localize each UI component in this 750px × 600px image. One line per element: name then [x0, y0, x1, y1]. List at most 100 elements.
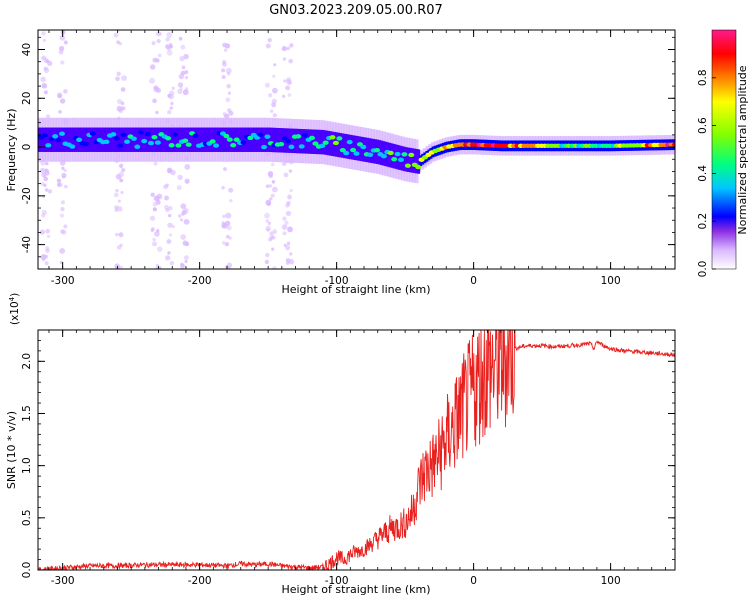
spectrogram-noise-dot — [63, 89, 68, 94]
spectrogram-band — [339, 133, 343, 158]
spectrogram-noise-dot — [166, 32, 173, 38]
spectrogram-noise-dot — [225, 97, 231, 103]
spectrogram-peak — [319, 143, 326, 149]
spectrogram-noise-dot — [264, 82, 270, 88]
spectrogram-band — [246, 127, 250, 152]
spectrogram-peak — [58, 131, 65, 136]
spectrogram-band — [121, 127, 125, 152]
spectrogram-x-tick-label: -200 — [188, 275, 212, 287]
spectrogram-band — [129, 127, 133, 152]
spectrogram-band — [152, 127, 156, 152]
spectrogram-band — [127, 127, 131, 152]
spectrogram-noise-dot — [287, 194, 292, 200]
spectrogram-noise-dot — [184, 87, 189, 91]
spectrogram-noise-dot — [41, 209, 47, 216]
spectrogram-noise-dot — [41, 31, 46, 36]
spectrogram-peak — [415, 164, 422, 170]
spectrogram-band — [137, 127, 141, 152]
spectrogram-band — [320, 129, 324, 155]
spectrogram-noise-dot — [117, 206, 123, 212]
spectrogram-noise-dot — [150, 192, 155, 197]
spectrogram-noise-dot — [265, 43, 271, 49]
spectrogram-x-ticks: -300 -200 -100 0 100 — [48, 30, 666, 287]
spectrogram-peak — [346, 139, 353, 145]
spectrogram-noise-dot — [121, 167, 126, 173]
spectrogram-peak — [394, 151, 401, 157]
spectrogram-noise-dot — [227, 91, 232, 95]
spectrogram-x-label: Height of straight line (km) — [281, 283, 430, 296]
spectrogram-band — [413, 148, 417, 174]
spectrogram-band — [162, 127, 166, 152]
snr-x-ticks: -300 -200 -100 0 100 — [48, 330, 666, 587]
spectrogram-noise-dot — [272, 266, 277, 269]
spectrogram-noise-dot — [225, 234, 230, 239]
spectrogram-band — [53, 127, 57, 152]
spectrogram-band — [394, 144, 398, 169]
spectrogram-band — [269, 127, 273, 153]
spectrogram-noise-dot — [283, 243, 287, 247]
spectrogram-noise-dot — [221, 74, 226, 80]
spectrogram-band — [217, 127, 221, 152]
spectrogram-noise-dot — [183, 255, 189, 261]
spectrogram-noise-dot — [45, 59, 50, 64]
spectrogram-noise-dot — [269, 197, 273, 201]
spectrogram-noise-dot — [60, 206, 65, 212]
spectrogram-noise-dot — [272, 113, 278, 118]
spectrogram-noise-dot — [121, 75, 127, 82]
spectrogram-band — [90, 127, 94, 152]
spectrogram-noise-dot — [45, 161, 49, 166]
spectrogram-band — [242, 127, 246, 152]
spectrogram-noise-dot — [165, 37, 170, 42]
spectrogram-band — [357, 136, 361, 161]
spectrogram-noise-dot — [222, 112, 227, 116]
spectrogram-noise-dot — [289, 43, 294, 48]
spectrogram-noise-dot — [41, 172, 47, 178]
spectrogram-band — [345, 134, 349, 159]
spectrogram-noise-dot — [221, 221, 225, 225]
spectrogram-band — [174, 127, 178, 152]
spectrogram-band — [359, 136, 363, 162]
spectrogram-y-tick-label: -40 — [21, 236, 33, 253]
spectrogram-peak — [360, 144, 367, 150]
spectrogram-noise-dot — [282, 94, 286, 99]
spectrogram-noise-dot — [226, 225, 232, 231]
spectrogram-noise-dot — [180, 218, 184, 222]
spectrogram-band — [193, 127, 197, 152]
spectrogram-noise-dot — [157, 53, 162, 58]
spectrogram-noise-dot — [59, 260, 63, 265]
spectrogram-noise-dot — [168, 213, 172, 218]
spectrogram-noise-dot — [45, 246, 50, 251]
spectrogram-peak — [120, 132, 127, 137]
spectrogram-noise-dot — [266, 228, 270, 232]
spectrogram-peak — [113, 136, 120, 141]
spectrogram-noise-dot — [177, 174, 183, 181]
spectrogram-noise-dot — [164, 195, 170, 201]
spectrogram-peak — [308, 135, 315, 141]
spectrogram-band — [88, 127, 92, 152]
spectrogram-noise-dot — [171, 224, 176, 229]
spectrogram-y-tick-label: 20 — [21, 92, 33, 105]
spectrogram-noise-dot — [45, 248, 50, 253]
spectrogram-noise-dot — [119, 178, 124, 183]
spectrogram-peak — [144, 131, 151, 137]
spectrogram-peak — [298, 144, 305, 149]
spectrogram-noise-dot — [271, 247, 275, 251]
spectrogram-noise-dot — [167, 251, 171, 255]
spectrogram-noise-dot — [121, 106, 126, 111]
spectrogram-y-tick-label: 40 — [21, 43, 33, 56]
spectrogram-noise-dot — [286, 200, 291, 206]
spectrogram-noise-dot — [265, 253, 270, 258]
spectrogram-band — [43, 127, 47, 152]
spectrogram-noise-dot — [59, 35, 66, 41]
spectrogram-noise-dot — [169, 260, 175, 266]
spectrogram-noise-dot — [271, 180, 276, 184]
spectrogram-noise-dot — [116, 40, 120, 45]
spectrogram-noise-dot — [264, 259, 270, 265]
spectrogram-noise-dot — [286, 46, 290, 51]
spectrogram-band — [252, 127, 256, 152]
spectrogram-noise-dot — [221, 223, 227, 229]
spectrogram-band — [408, 147, 412, 173]
spectrogram-noise-dot — [165, 183, 170, 188]
spectrogram-band — [404, 147, 408, 172]
spectrogram-noise-dot — [167, 168, 172, 174]
